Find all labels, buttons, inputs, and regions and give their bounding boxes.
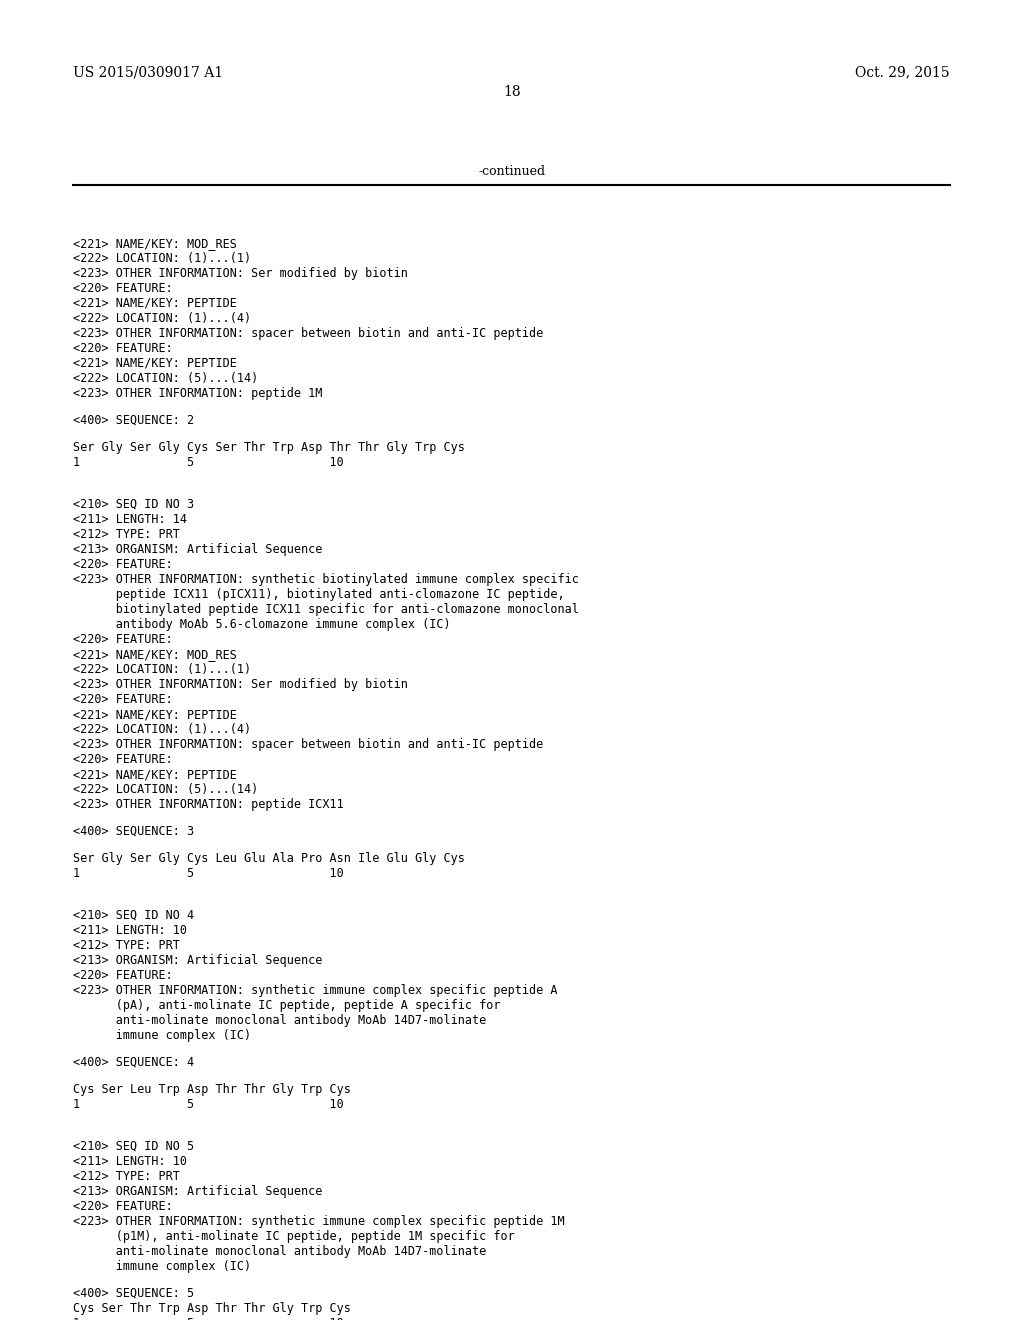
Text: <222> LOCATION: (1)...(1): <222> LOCATION: (1)...(1) [73, 252, 251, 265]
Text: <223> OTHER INFORMATION: Ser modified by biotin: <223> OTHER INFORMATION: Ser modified by… [73, 267, 408, 280]
Text: Oct. 29, 2015: Oct. 29, 2015 [855, 65, 950, 79]
Text: Cys Ser Leu Trp Asp Thr Thr Gly Trp Cys: Cys Ser Leu Trp Asp Thr Thr Gly Trp Cys [73, 1082, 351, 1096]
Text: anti-molinate monoclonal antibody MoAb 14D7-molinate: anti-molinate monoclonal antibody MoAb 1… [73, 1245, 486, 1258]
Text: <223> OTHER INFORMATION: synthetic immune complex specific peptide 1M: <223> OTHER INFORMATION: synthetic immun… [73, 1214, 564, 1228]
Text: <400> SEQUENCE: 2: <400> SEQUENCE: 2 [73, 414, 195, 426]
Text: <213> ORGANISM: Artificial Sequence: <213> ORGANISM: Artificial Sequence [73, 1185, 323, 1199]
Text: <223> OTHER INFORMATION: spacer between biotin and anti-IC peptide: <223> OTHER INFORMATION: spacer between … [73, 327, 544, 341]
Text: <223> OTHER INFORMATION: peptide ICX11: <223> OTHER INFORMATION: peptide ICX11 [73, 799, 344, 810]
Text: <212> TYPE: PRT: <212> TYPE: PRT [73, 1170, 180, 1183]
Text: Ser Gly Ser Gly Cys Ser Thr Trp Asp Thr Thr Gly Trp Cys: Ser Gly Ser Gly Cys Ser Thr Trp Asp Thr … [73, 441, 465, 454]
Text: 18: 18 [503, 84, 521, 99]
Text: immune complex (IC): immune complex (IC) [73, 1030, 251, 1041]
Text: <220> FEATURE:: <220> FEATURE: [73, 282, 173, 294]
Text: <220> FEATURE:: <220> FEATURE: [73, 1200, 173, 1213]
Text: US 2015/0309017 A1: US 2015/0309017 A1 [73, 65, 223, 79]
Text: <222> LOCATION: (1)...(4): <222> LOCATION: (1)...(4) [73, 312, 251, 325]
Text: <221> NAME/KEY: MOD_RES: <221> NAME/KEY: MOD_RES [73, 648, 237, 661]
Text: <223> OTHER INFORMATION: synthetic immune complex specific peptide A: <223> OTHER INFORMATION: synthetic immun… [73, 983, 557, 997]
Text: <213> ORGANISM: Artificial Sequence: <213> ORGANISM: Artificial Sequence [73, 954, 323, 968]
Text: <212> TYPE: PRT: <212> TYPE: PRT [73, 528, 180, 541]
Text: <210> SEQ ID NO 4: <210> SEQ ID NO 4 [73, 909, 195, 921]
Text: <400> SEQUENCE: 4: <400> SEQUENCE: 4 [73, 1056, 195, 1069]
Text: biotinylated peptide ICX11 specific for anti-clomazone monoclonal: biotinylated peptide ICX11 specific for … [73, 603, 579, 616]
Text: <222> LOCATION: (1)...(1): <222> LOCATION: (1)...(1) [73, 663, 251, 676]
Text: 1               5                   10: 1 5 10 [73, 1317, 344, 1320]
Text: <210> SEQ ID NO 5: <210> SEQ ID NO 5 [73, 1140, 195, 1152]
Text: <223> OTHER INFORMATION: synthetic biotinylated immune complex specific: <223> OTHER INFORMATION: synthetic bioti… [73, 573, 579, 586]
Text: <223> OTHER INFORMATION: Ser modified by biotin: <223> OTHER INFORMATION: Ser modified by… [73, 678, 408, 690]
Text: <220> FEATURE:: <220> FEATURE: [73, 558, 173, 572]
Text: <212> TYPE: PRT: <212> TYPE: PRT [73, 939, 180, 952]
Text: <400> SEQUENCE: 5: <400> SEQUENCE: 5 [73, 1287, 195, 1300]
Text: -continued: -continued [478, 165, 546, 178]
Text: antibody MoAb 5.6-clomazone immune complex (IC): antibody MoAb 5.6-clomazone immune compl… [73, 618, 451, 631]
Text: (p1M), anti-molinate IC peptide, peptide 1M specific for: (p1M), anti-molinate IC peptide, peptide… [73, 1230, 515, 1243]
Text: 1               5                   10: 1 5 10 [73, 455, 344, 469]
Text: <222> LOCATION: (1)...(4): <222> LOCATION: (1)...(4) [73, 723, 251, 737]
Text: <220> FEATURE:: <220> FEATURE: [73, 342, 173, 355]
Text: <220> FEATURE:: <220> FEATURE: [73, 752, 173, 766]
Text: Cys Ser Thr Trp Asp Thr Thr Gly Trp Cys: Cys Ser Thr Trp Asp Thr Thr Gly Trp Cys [73, 1302, 351, 1315]
Text: <221> NAME/KEY: PEPTIDE: <221> NAME/KEY: PEPTIDE [73, 356, 237, 370]
Text: <221> NAME/KEY: MOD_RES: <221> NAME/KEY: MOD_RES [73, 238, 237, 249]
Text: <222> LOCATION: (5)...(14): <222> LOCATION: (5)...(14) [73, 372, 258, 385]
Text: <211> LENGTH: 10: <211> LENGTH: 10 [73, 1155, 187, 1168]
Text: (pA), anti-molinate IC peptide, peptide A specific for: (pA), anti-molinate IC peptide, peptide … [73, 999, 501, 1012]
Text: Ser Gly Ser Gly Cys Leu Glu Ala Pro Asn Ile Glu Gly Cys: Ser Gly Ser Gly Cys Leu Glu Ala Pro Asn … [73, 851, 465, 865]
Text: <220> FEATURE:: <220> FEATURE: [73, 634, 173, 645]
Text: <223> OTHER INFORMATION: peptide 1M: <223> OTHER INFORMATION: peptide 1M [73, 387, 323, 400]
Text: <221> NAME/KEY: PEPTIDE: <221> NAME/KEY: PEPTIDE [73, 768, 237, 781]
Text: <213> ORGANISM: Artificial Sequence: <213> ORGANISM: Artificial Sequence [73, 543, 323, 556]
Text: 1               5                   10: 1 5 10 [73, 1098, 344, 1111]
Text: <400> SEQUENCE: 3: <400> SEQUENCE: 3 [73, 825, 195, 838]
Text: <221> NAME/KEY: PEPTIDE: <221> NAME/KEY: PEPTIDE [73, 297, 237, 310]
Text: <223> OTHER INFORMATION: spacer between biotin and anti-IC peptide: <223> OTHER INFORMATION: spacer between … [73, 738, 544, 751]
Text: <220> FEATURE:: <220> FEATURE: [73, 693, 173, 706]
Text: <222> LOCATION: (5)...(14): <222> LOCATION: (5)...(14) [73, 783, 258, 796]
Text: peptide ICX11 (pICX11), biotinylated anti-clomazone IC peptide,: peptide ICX11 (pICX11), biotinylated ant… [73, 587, 564, 601]
Text: <220> FEATURE:: <220> FEATURE: [73, 969, 173, 982]
Text: <221> NAME/KEY: PEPTIDE: <221> NAME/KEY: PEPTIDE [73, 708, 237, 721]
Text: 1               5                   10: 1 5 10 [73, 867, 344, 880]
Text: <211> LENGTH: 14: <211> LENGTH: 14 [73, 513, 187, 525]
Text: <211> LENGTH: 10: <211> LENGTH: 10 [73, 924, 187, 937]
Text: <210> SEQ ID NO 3: <210> SEQ ID NO 3 [73, 498, 195, 511]
Text: anti-molinate monoclonal antibody MoAb 14D7-molinate: anti-molinate monoclonal antibody MoAb 1… [73, 1014, 486, 1027]
Text: immune complex (IC): immune complex (IC) [73, 1261, 251, 1272]
